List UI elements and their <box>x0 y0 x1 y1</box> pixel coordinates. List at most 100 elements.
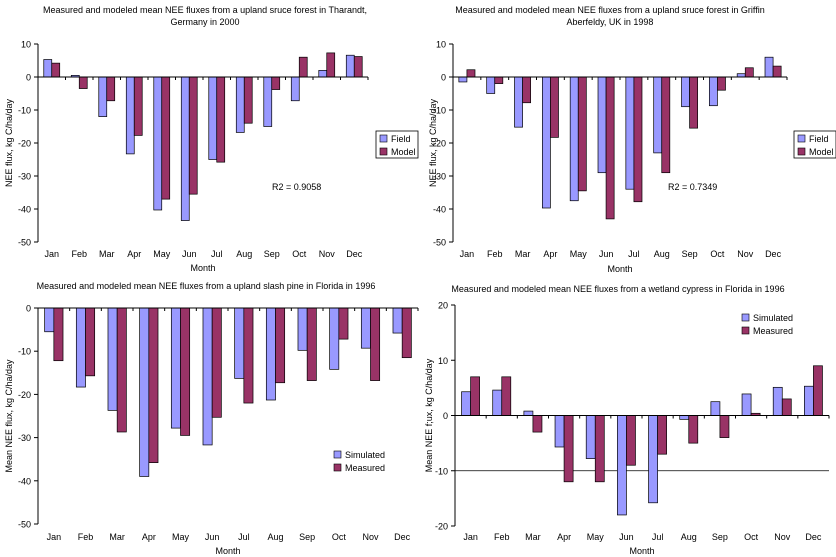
y-tick-label: -20 <box>18 139 31 149</box>
bar-model-sep <box>271 76 281 90</box>
x-tick-label: Mar <box>109 532 125 542</box>
bar-model-jan <box>466 69 476 78</box>
bar-measured-nov <box>781 398 792 416</box>
bar-simulated-oct <box>329 307 340 370</box>
bar-simulated-sep <box>297 307 308 351</box>
x-tick-label: Nov <box>362 532 379 542</box>
legend-swatch-simulated <box>741 313 750 322</box>
bar-model-jul <box>633 76 643 203</box>
bar-model-nov <box>326 52 336 78</box>
legend-label-model: Model <box>809 147 834 157</box>
y-tick-label: -40 <box>18 476 31 486</box>
x-tick-label: Aug <box>267 532 283 542</box>
bar-measured-sep <box>719 415 730 438</box>
legend: Field Model <box>793 130 836 159</box>
bar-measured-mar <box>116 307 127 433</box>
x-tick-label: Jun <box>182 249 197 259</box>
x-tick-label: Nov <box>737 249 754 259</box>
bar-field-jul <box>625 76 635 190</box>
x-tick-label: Oct <box>710 249 725 259</box>
x-tick-label: Jun <box>205 532 220 542</box>
x-tick-label: Aug <box>654 249 670 259</box>
chart-title: Measured and modeled mean NEE fluxes fro… <box>37 281 376 291</box>
legend-label-simulated: Simulated <box>753 313 793 323</box>
bar-model-mar <box>106 76 116 102</box>
legend-swatch-measured <box>333 463 342 472</box>
y-tick-label: 10 <box>438 356 448 366</box>
y-axis-label: Mean NEE f;ux, kg C/ha/day <box>424 358 434 472</box>
x-tick-label: Sep <box>712 532 728 542</box>
bar-model-jan <box>51 62 61 78</box>
x-tick-label: Jun <box>599 249 614 259</box>
y-tick-label: 0 <box>443 411 448 421</box>
bar-field-jan <box>458 76 468 83</box>
y-tick-label: -50 <box>433 238 446 248</box>
bar-simulated-jun <box>617 415 627 516</box>
x-axis-label: Month <box>629 546 654 556</box>
bar-simulated-feb <box>75 307 86 388</box>
x-tick-label: Apr <box>142 532 156 542</box>
legend-label-model: Model <box>391 147 416 157</box>
bar-model-aug <box>243 76 253 124</box>
bar-field-dec <box>764 56 774 78</box>
bar-model-oct <box>717 76 726 91</box>
bar-simulated-dec <box>804 385 814 416</box>
bar-measured-sep <box>306 307 317 381</box>
bar-simulated-jun <box>202 307 213 446</box>
chart-panel-3: Measured and modeled mean NEE fluxes fro… <box>4 281 419 556</box>
x-tick-label: Jun <box>619 532 634 542</box>
x-tick-label: Feb <box>487 249 503 259</box>
x-tick-label: Apr <box>557 532 571 542</box>
chart-title: Germany in 2000 <box>170 17 239 27</box>
bar-field-may <box>569 76 579 202</box>
legend: Field Model <box>375 130 419 159</box>
x-tick-label: Oct <box>744 532 759 542</box>
bar-measured-apr <box>563 415 574 483</box>
chart-title: Measured and modeled mean NEE fluxes fro… <box>455 5 765 15</box>
bar-measured-may <box>180 307 191 436</box>
y-axis-label: NEE flux, kg C/ha/day <box>4 98 14 187</box>
x-axis-label: Month <box>190 263 215 273</box>
bar-model-nov <box>744 67 754 78</box>
y-tick-label: -20 <box>435 522 448 532</box>
bar-simulated-nov <box>360 307 371 349</box>
x-tick-label: Mar <box>525 532 541 542</box>
x-tick-label: May <box>172 532 190 542</box>
x-tick-label: Apr <box>127 249 141 259</box>
chart-panel-2: Measured and modeled mean NEE fluxes fro… <box>428 5 836 274</box>
legend-swatch-field <box>797 134 806 143</box>
x-tick-label: May <box>587 532 605 542</box>
x-tick-label: May <box>153 249 171 259</box>
x-tick-label: Aug <box>236 249 252 259</box>
x-tick-label: Jul <box>652 532 664 542</box>
bar-model-oct <box>298 56 308 78</box>
bar-field-jan <box>43 59 53 78</box>
x-tick-label: Oct <box>292 249 307 259</box>
x-axis-label: Month <box>215 546 240 556</box>
legend-label-simulated: Simulated <box>345 450 385 460</box>
bar-measured-jul <box>657 415 667 455</box>
legend-label-field: Field <box>809 134 829 144</box>
x-tick-label: Jan <box>460 249 475 259</box>
bar-simulated-jul <box>234 307 245 379</box>
bar-simulated-jan <box>461 391 471 416</box>
y-tick-label: -20 <box>433 139 446 149</box>
y-tick-label: -10 <box>18 106 31 116</box>
chart-panel-4: Measured and modeled mean NEE fluxes fro… <box>424 284 830 556</box>
r-squared-annotation: R2 = 0.7349 <box>668 182 717 192</box>
y-tick-label: -50 <box>18 520 31 530</box>
bar-simulated-may <box>170 307 181 429</box>
bar-simulated-jan <box>44 307 55 333</box>
bar-measured-feb <box>501 376 512 416</box>
legend-swatch-simulated <box>333 450 342 459</box>
x-tick-label: Mar <box>99 249 115 259</box>
y-tick-label: 0 <box>26 73 31 83</box>
chart-title: Measured and modeled mean NEE fluxes fro… <box>43 5 367 15</box>
x-tick-label: Jan <box>47 532 62 542</box>
x-tick-label: May <box>570 249 588 259</box>
x-tick-label: Sep <box>682 249 698 259</box>
y-tick-label: -10 <box>18 347 31 357</box>
bar-measured-aug <box>688 415 699 444</box>
x-tick-label: Jul <box>238 532 250 542</box>
